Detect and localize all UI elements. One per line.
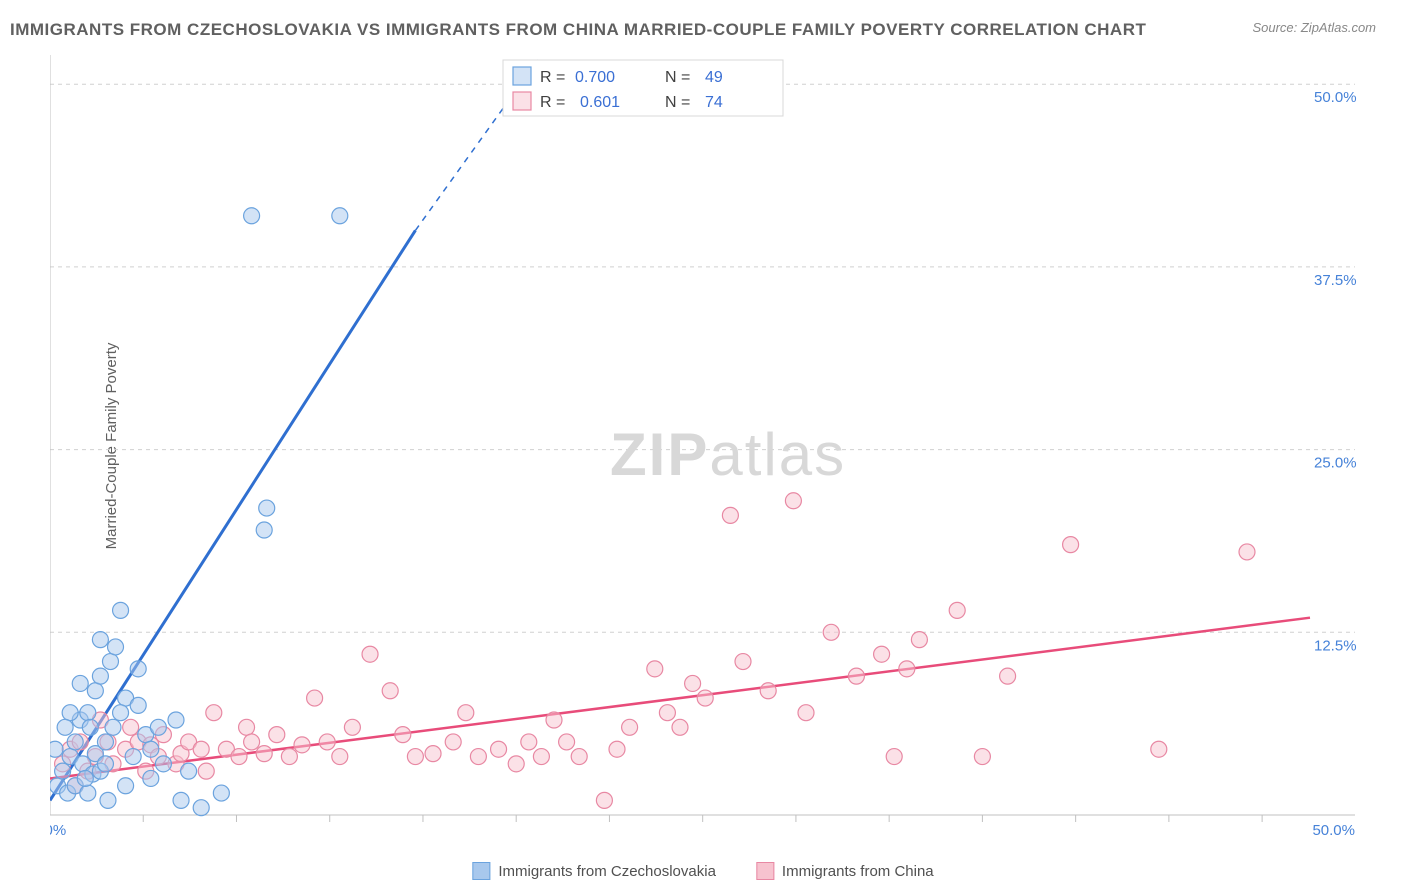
bottom-legend: Immigrants from Czechoslovakia Immigrant… — [472, 862, 933, 880]
legend-item-b: Immigrants from China — [756, 862, 934, 880]
legend-r-value-b: 0.601 — [580, 94, 620, 111]
legend-swatch-b — [513, 92, 531, 110]
legend-swatch-a — [513, 67, 531, 85]
legend-item-a: Immigrants from Czechoslovakia — [472, 862, 716, 880]
legend-r-value-a: 0.700 — [575, 69, 615, 86]
watermark: ZIPatlas — [610, 421, 846, 488]
legend-swatch-pink — [756, 862, 774, 880]
gridlines — [50, 84, 1355, 632]
chart-area: ZIPatlas R = 0.700 N = 49 R = 0.601 N = … — [50, 55, 1360, 835]
svg-text:25.0%: 25.0% — [1314, 455, 1357, 472]
svg-text:50.0%: 50.0% — [1312, 822, 1355, 835]
series-a-points — [50, 208, 348, 816]
source-attribution: Source: ZipAtlas.com — [1252, 20, 1376, 35]
legend-n-value-b: 74 — [705, 94, 723, 111]
series-b-points — [55, 493, 1255, 809]
svg-text:0.0%: 0.0% — [50, 822, 66, 835]
legend-label-a: Immigrants from Czechoslovakia — [498, 863, 716, 880]
legend-n-label-b: N = — [665, 94, 690, 111]
svg-text:12.5%: 12.5% — [1314, 637, 1357, 654]
scatter-plot-svg: ZIPatlas R = 0.700 N = 49 R = 0.601 N = … — [50, 55, 1360, 835]
legend-swatch-blue — [472, 862, 490, 880]
svg-text:50.0%: 50.0% — [1314, 89, 1357, 106]
legend-label-b: Immigrants from China — [782, 863, 934, 880]
chart-title: IMMIGRANTS FROM CZECHOSLOVAKIA VS IMMIGR… — [10, 20, 1146, 40]
legend-r-label-a: R = — [540, 69, 565, 86]
legend-n-value-a: 49 — [705, 69, 723, 86]
correlation-legend: R = 0.700 N = 49 R = 0.601 N = 74 — [503, 60, 783, 116]
legend-r-label-b: R = — [540, 94, 565, 111]
svg-text:37.5%: 37.5% — [1314, 272, 1357, 289]
legend-n-label-a: N = — [665, 69, 690, 86]
